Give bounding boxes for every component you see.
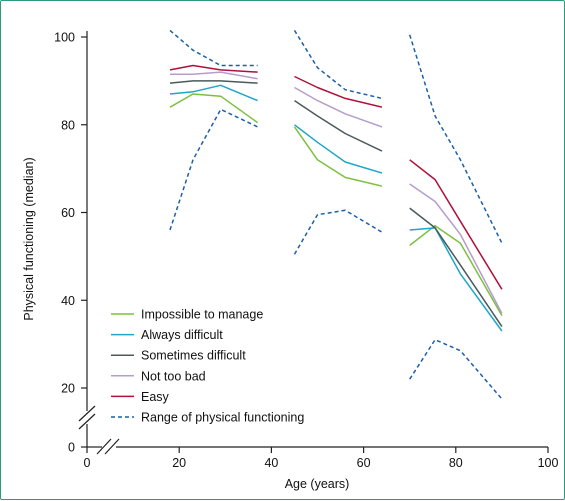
x-tick-label: 20	[172, 456, 186, 470]
y-axis-break-mark-1	[78, 405, 96, 422]
legend: Impossible to manage Always difficult Some…	[111, 308, 304, 425]
x-axis-title: Age (years)	[285, 477, 350, 491]
x-tick-label: 0	[84, 456, 91, 470]
x-tick-label: 80	[449, 456, 463, 470]
y-tick-label: 40	[61, 294, 75, 308]
series-layer	[169, 29, 503, 400]
series-range-of-physical-functioning-segment-3	[293, 30, 383, 100]
legend-label: Range of physical functioning	[141, 411, 304, 425]
x-tick-label: 100	[538, 456, 559, 470]
series-always-difficult-segment-3	[409, 227, 503, 332]
y-axis-break-mark-2	[78, 413, 96, 430]
x-tick-label: 40	[264, 456, 278, 470]
y-axis-title: Physical functioning (median)	[22, 157, 36, 320]
series-range-of-physical-functioning-segment-6	[409, 338, 503, 400]
series-not-too-bad-segment-1	[170, 71, 258, 80]
x-tick-label: 60	[357, 456, 371, 470]
y-tick-label: 100	[54, 31, 75, 45]
series-not-too-bad-segment-3	[409, 183, 503, 314]
series-range-of-physical-functioning-segment-1	[169, 29, 258, 67]
series-sometimes-difficult-segment-1	[169, 80, 258, 84]
x-axis-break-mark-1	[96, 438, 112, 455]
y-tick-label: 0	[68, 441, 75, 455]
y-tick-label: 20	[61, 382, 75, 396]
series-impossible-to-manage-segment-2	[293, 126, 383, 187]
series-sometimes-difficult-segment-3	[409, 207, 503, 328]
y-tick-label: 60	[61, 206, 75, 220]
legend-label: Sometimes difficult	[141, 349, 246, 363]
ticks: 0 20 40 60 80 100 0 20 40 60 80 100	[54, 31, 558, 471]
series-not-too-bad-segment-2	[294, 86, 383, 128]
series-range-of-physical-functioning-segment-2	[169, 108, 258, 231]
legend-label: Always difficult	[141, 328, 223, 342]
legend-label: Impossible to manage	[141, 308, 263, 322]
legend-label: Not too bad	[141, 369, 206, 383]
series-easy-segment-1	[169, 64, 258, 73]
series-easy-segment-2	[294, 75, 383, 108]
series-range-of-physical-functioning-segment-4	[293, 209, 383, 255]
y-tick-label: 80	[61, 118, 75, 132]
series-always-difficult-segment-2	[294, 124, 383, 174]
x-axis-break-mark-2	[104, 438, 120, 455]
series-impossible-to-manage-segment-3	[409, 224, 503, 316]
axes	[78, 31, 548, 455]
series-sometimes-difficult-segment-2	[294, 99, 383, 152]
series-always-difficult-segment-1	[169, 84, 258, 102]
legend-label: Easy	[141, 390, 170, 404]
series-impossible-to-manage-segment-1	[169, 93, 259, 124]
series-range-of-physical-functioning-segment-5	[408, 34, 503, 244]
series-easy-segment-3	[409, 159, 503, 290]
